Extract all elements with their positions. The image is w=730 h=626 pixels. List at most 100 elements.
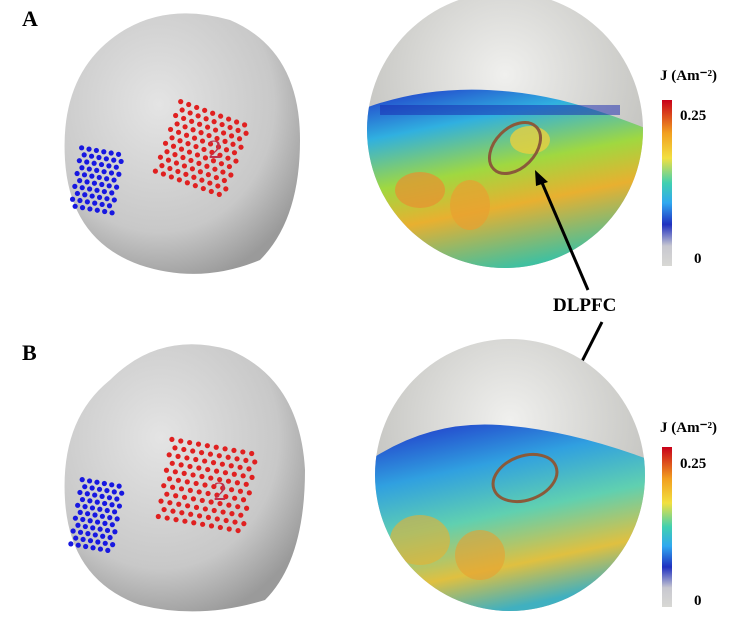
electrode — [244, 482, 249, 487]
electrode — [97, 195, 102, 200]
electrode — [223, 470, 228, 475]
electrode — [170, 461, 175, 466]
electrode — [232, 472, 237, 477]
electrode — [238, 489, 243, 494]
electrode — [79, 165, 84, 170]
electrode — [205, 443, 210, 448]
electrode — [217, 192, 222, 197]
electrode — [203, 506, 208, 511]
electrode — [185, 479, 190, 484]
electrode — [226, 503, 231, 508]
electrode — [182, 124, 187, 129]
electrode — [169, 174, 174, 179]
electrode — [106, 163, 111, 168]
electrode — [95, 519, 100, 524]
electrode — [179, 486, 184, 491]
electrode — [79, 145, 84, 150]
electrode — [246, 466, 251, 471]
electrode — [234, 456, 239, 461]
electrode — [187, 149, 192, 154]
electrode — [102, 481, 107, 486]
electrode — [181, 116, 186, 121]
electrode — [235, 528, 240, 533]
electrode — [241, 473, 246, 478]
electrode — [171, 144, 176, 149]
electrode — [104, 156, 109, 161]
electrode — [107, 203, 112, 208]
electrode — [210, 111, 215, 116]
electrode — [86, 147, 91, 152]
annotation: DLPFC — [553, 295, 616, 316]
electrode — [232, 150, 237, 155]
electrode — [213, 127, 218, 132]
electrode — [90, 505, 95, 510]
electrode — [110, 542, 115, 547]
electrode — [92, 161, 97, 166]
electrode — [227, 526, 232, 531]
electrode — [175, 121, 180, 126]
electrode — [232, 496, 237, 501]
electrode — [73, 204, 78, 209]
electrode — [238, 513, 243, 518]
electrode — [190, 166, 195, 171]
electrode — [78, 530, 83, 535]
electrode — [196, 442, 201, 447]
electrode — [87, 498, 92, 503]
electrode — [77, 490, 82, 495]
electrode — [96, 155, 101, 160]
electrode — [109, 190, 114, 195]
electrode — [191, 496, 196, 501]
electrode — [87, 478, 92, 483]
electrode — [114, 165, 119, 170]
electrode — [244, 506, 249, 511]
electrode — [235, 504, 240, 509]
electrode — [228, 172, 233, 177]
electrode — [249, 451, 254, 456]
electrode — [99, 182, 104, 187]
electrode — [163, 141, 168, 146]
electrode — [203, 155, 208, 160]
electrode — [198, 130, 203, 135]
electrode — [190, 127, 195, 132]
colorbar — [662, 100, 672, 266]
electrode — [190, 448, 195, 453]
electrode — [240, 449, 245, 454]
electrode — [119, 491, 124, 496]
electrode — [188, 512, 193, 517]
electrode — [95, 539, 100, 544]
electrode — [209, 523, 214, 528]
electrode — [186, 102, 191, 107]
electrode — [170, 485, 175, 490]
colorbar-min: 0 — [694, 593, 702, 609]
electrode — [193, 144, 198, 149]
electrode — [219, 122, 224, 127]
electrode — [87, 166, 92, 171]
electrode — [105, 528, 110, 533]
electrode — [212, 508, 217, 513]
electrode — [227, 125, 232, 130]
electrode — [214, 175, 219, 180]
electrode — [238, 465, 243, 470]
electrode — [94, 188, 99, 193]
electrode — [222, 139, 227, 144]
electrode — [232, 519, 237, 524]
electrode — [197, 122, 202, 127]
electrode — [92, 492, 97, 497]
electrode — [114, 185, 119, 190]
electrode — [82, 192, 87, 197]
panel-label: A — [22, 6, 38, 31]
electrode — [166, 158, 171, 163]
electrode — [101, 149, 106, 154]
electrode — [223, 186, 228, 191]
electrode — [196, 465, 201, 470]
electrode — [189, 119, 194, 124]
electrode — [229, 463, 234, 468]
electrode — [226, 116, 231, 121]
electrode — [173, 113, 178, 118]
electrode — [195, 152, 200, 157]
electrode — [95, 500, 100, 505]
colorbar-title: J (Am⁻²) — [660, 68, 717, 84]
electrode — [178, 438, 183, 443]
electrode — [103, 541, 108, 546]
electrode — [182, 471, 187, 476]
